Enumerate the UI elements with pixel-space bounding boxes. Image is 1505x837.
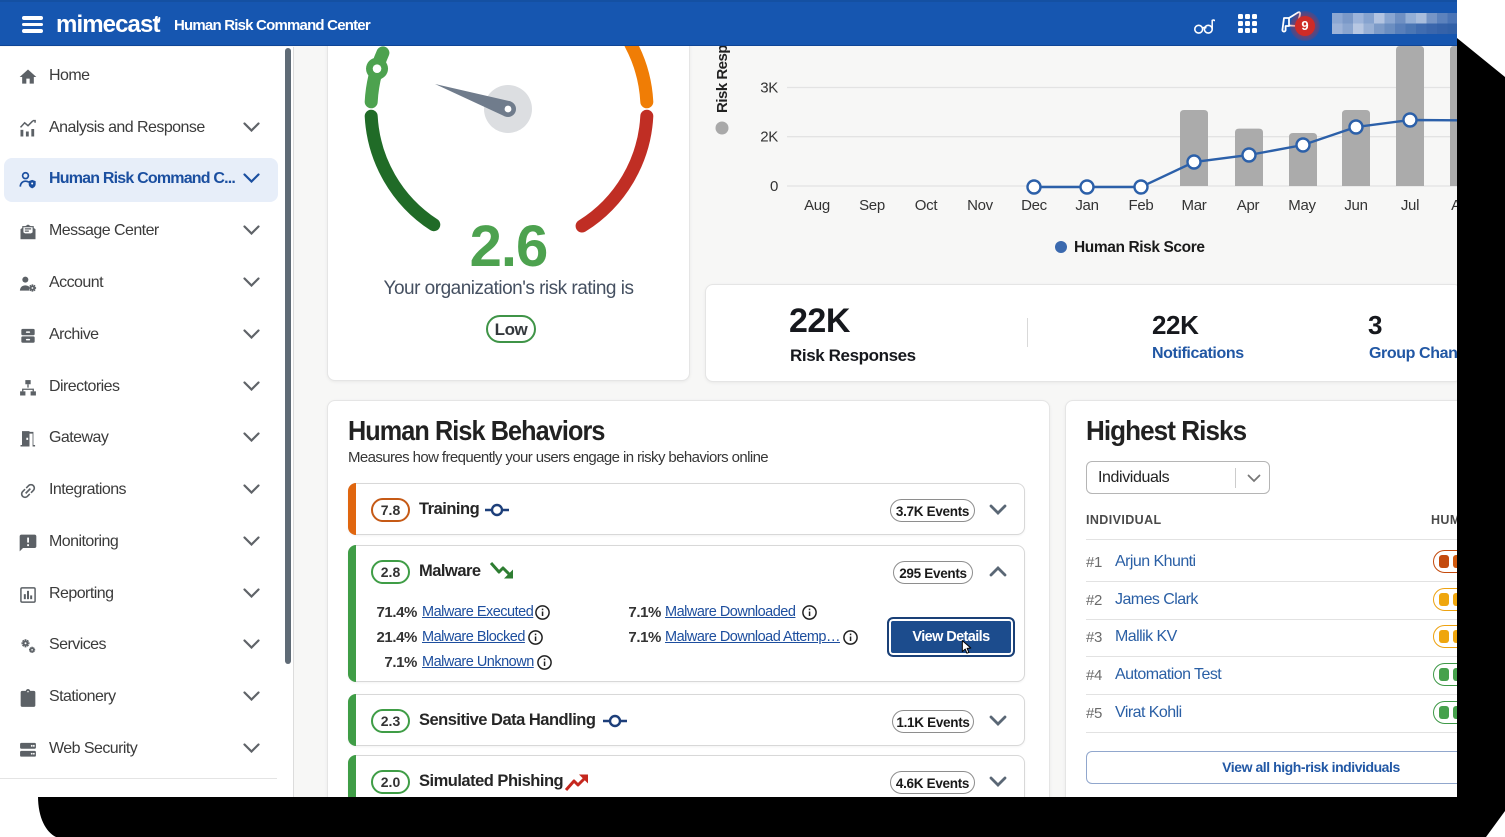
svg-text:Dec: Dec bbox=[1021, 197, 1048, 214]
svg-text:Risk Responses: Risk Responses bbox=[714, 46, 731, 113]
svg-text:Apr: Apr bbox=[1237, 197, 1260, 214]
svg-text:Feb: Feb bbox=[1129, 197, 1154, 214]
svg-text:Mar: Mar bbox=[1182, 197, 1207, 214]
svg-text:Sep: Sep bbox=[859, 197, 885, 214]
svg-text:Jun: Jun bbox=[1344, 197, 1367, 214]
svg-text:2K: 2K bbox=[760, 129, 778, 146]
svg-text:Human Risk Score: Human Risk Score bbox=[1074, 239, 1205, 256]
svg-text:0: 0 bbox=[770, 178, 778, 195]
svg-text:Aug: Aug bbox=[804, 197, 830, 214]
svg-text:Aug: Aug bbox=[1451, 197, 1457, 214]
svg-text:May: May bbox=[1288, 197, 1316, 214]
svg-text:Oct: Oct bbox=[915, 197, 939, 214]
svg-text:3K: 3K bbox=[760, 80, 778, 97]
svg-text:Jan: Jan bbox=[1075, 197, 1098, 214]
svg-text:Jul: Jul bbox=[1401, 197, 1419, 214]
svg-text:Nov: Nov bbox=[967, 197, 994, 214]
